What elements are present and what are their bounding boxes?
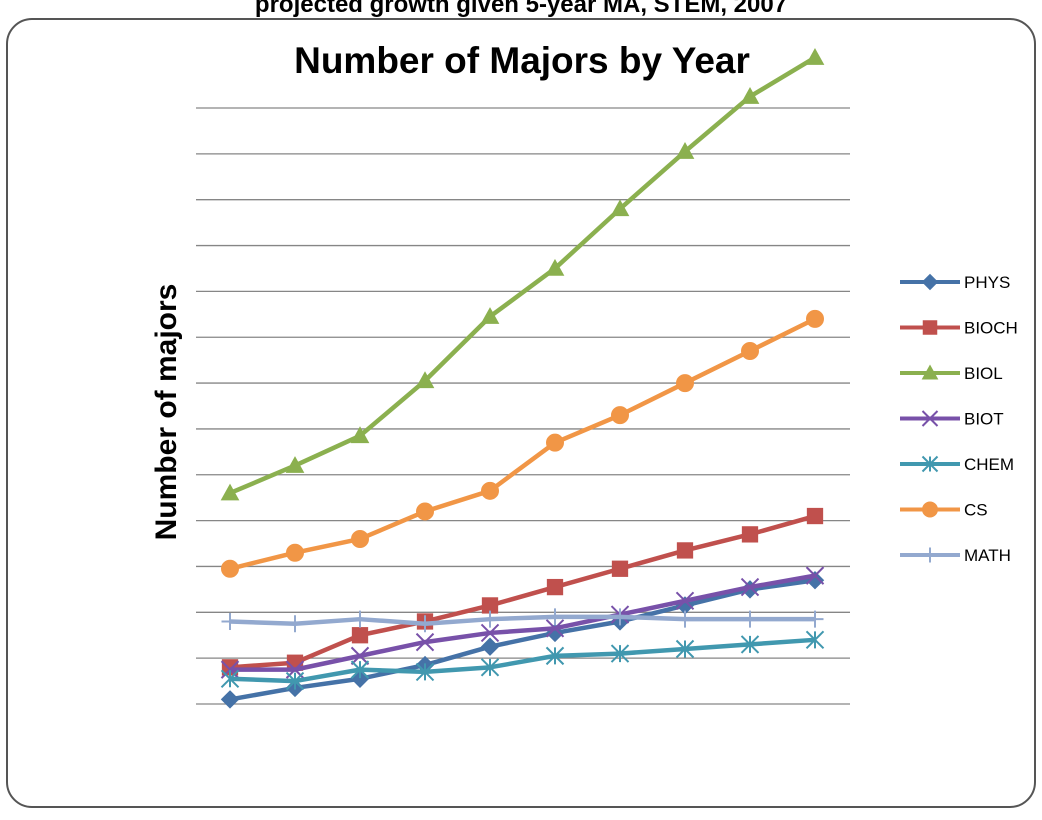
- legend-label: CHEM: [964, 455, 1014, 474]
- data-point-math: [286, 615, 304, 633]
- data-point-math: [481, 610, 499, 628]
- slide-frame: [6, 18, 1036, 808]
- data-point-biot: [220, 660, 240, 679]
- data-point-chem: [610, 644, 630, 663]
- legend-label: BIOCH: [964, 319, 1018, 338]
- legend-label: MATH: [964, 546, 1011, 565]
- data-point-biot: [545, 619, 565, 638]
- data-point-biol: [740, 87, 760, 104]
- data-point-biol: [675, 142, 695, 159]
- data-point-biot: [480, 623, 500, 643]
- legend-item-chem: CHEM: [900, 455, 1014, 474]
- data-point-chem: [805, 630, 825, 650]
- data-point-bioch: [611, 560, 629, 577]
- series-biot: [220, 566, 825, 679]
- legend-item-biot: BIOT: [900, 410, 1004, 429]
- data-point-biol: [610, 199, 630, 217]
- series-line-biol: [229, 55, 817, 496]
- data-point-biot: [415, 632, 435, 652]
- legend-marker: [922, 547, 938, 563]
- gridlines: [196, 107, 850, 705]
- series-chem: [220, 630, 825, 691]
- legend-label: BIOL: [964, 364, 1003, 383]
- data-point-phys: [220, 690, 240, 709]
- data-point-bioch: [351, 627, 369, 644]
- data-point-biot: [740, 577, 760, 597]
- data-point-cs: [221, 559, 239, 578]
- data-point-biot: [675, 591, 695, 611]
- data-point-biol: [285, 456, 305, 473]
- data-point-bioch: [806, 507, 824, 525]
- y-axis-label: Number of majors: [150, 284, 183, 541]
- data-point-math: [546, 608, 564, 626]
- series-line-phys: [229, 577, 816, 702]
- legend-item-phys: PHYS: [900, 273, 1010, 292]
- data-point-math: [221, 612, 239, 630]
- data-point-math: [416, 615, 434, 633]
- legend-marker: [921, 364, 939, 380]
- data-point-phys: [480, 637, 500, 656]
- legend-marker: [922, 501, 938, 518]
- legend-label: BIOT: [964, 410, 1004, 429]
- legend-marker: [921, 410, 939, 427]
- data-point-bioch: [741, 526, 759, 543]
- data-point-biol: [805, 48, 825, 65]
- data-point-cs: [546, 433, 564, 452]
- data-point-cs: [741, 341, 759, 360]
- data-point-math: [351, 610, 369, 628]
- data-point-chem: [480, 658, 500, 677]
- series-math: [221, 608, 824, 633]
- legend-item-biol: BIOL: [900, 364, 1003, 383]
- data-point-biol: [350, 426, 370, 444]
- data-point-cs: [611, 406, 629, 425]
- data-point-chem: [740, 635, 760, 654]
- data-point-math: [676, 610, 694, 628]
- data-point-chem: [545, 646, 565, 666]
- series-cs: [221, 309, 824, 578]
- legend-item-cs: CS: [900, 501, 988, 520]
- series-line-bioch: [229, 513, 816, 670]
- data-point-biot: [350, 646, 370, 666]
- legend-label: PHYS: [964, 273, 1010, 292]
- legend: PHYS BIOCH BIOL BIOT CHEM CS MATH: [900, 273, 1018, 565]
- legend-marker: [921, 455, 939, 473]
- series-line-cs: [229, 316, 816, 571]
- data-point-cs: [806, 309, 824, 328]
- legend-label: CS: [964, 501, 988, 520]
- data-point-bioch: [546, 578, 564, 596]
- slide-caption: projected growth given 5-year MA, STEM, …: [254, 0, 788, 18]
- data-point-chem: [285, 671, 305, 691]
- data-point-biol: [220, 483, 240, 501]
- legend-item-math: MATH: [900, 546, 1011, 565]
- series-line-math: [229, 614, 815, 627]
- data-point-cs: [676, 374, 694, 393]
- data-point-cs: [416, 502, 434, 521]
- chart-title: Number of Majors by Year: [294, 40, 750, 81]
- data-point-biol: [480, 307, 500, 324]
- legend-item-bioch: BIOCH: [900, 319, 1018, 338]
- data-point-cs: [481, 481, 499, 500]
- legend-marker: [922, 320, 938, 335]
- data-point-biot: [805, 566, 825, 585]
- series-line-chem: [229, 637, 816, 684]
- data-point-chem: [350, 660, 370, 679]
- series-biol: [220, 48, 825, 501]
- series-layer: [220, 48, 825, 709]
- data-point-biol: [415, 371, 435, 389]
- data-point-biol: [545, 258, 565, 276]
- data-point-chem: [675, 639, 695, 659]
- legend-marker: [921, 273, 939, 291]
- data-point-cs: [351, 529, 369, 548]
- data-point-math: [611, 608, 629, 626]
- series-line-biot: [230, 573, 816, 672]
- data-point-bioch: [676, 542, 694, 559]
- data-point-math: [741, 610, 759, 628]
- data-point-chem: [220, 669, 240, 688]
- data-point-math: [806, 610, 824, 628]
- data-point-chem: [415, 662, 435, 682]
- data-point-cs: [286, 543, 304, 562]
